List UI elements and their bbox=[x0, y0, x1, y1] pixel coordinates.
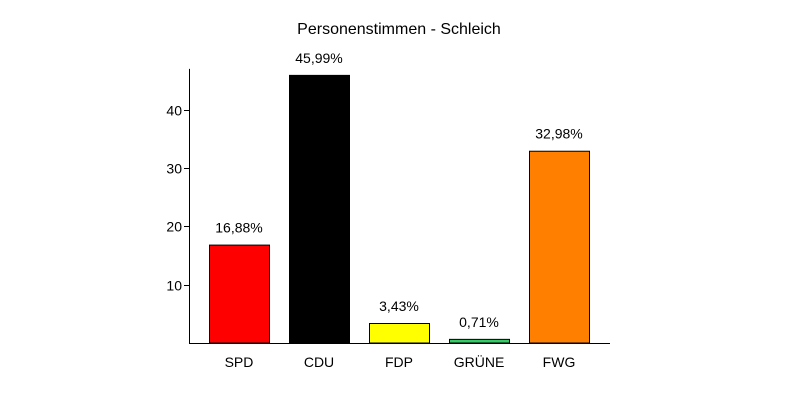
category-label: CDU bbox=[304, 354, 334, 370]
category-label: GRÜNE bbox=[454, 353, 505, 370]
value-label: 0,71% bbox=[459, 314, 499, 330]
bar-fwg bbox=[529, 150, 590, 344]
bar-cdu bbox=[289, 74, 350, 344]
x-axis: SPD CDU FDP GRÜNE FWG bbox=[189, 343, 610, 370]
y-tick-label: 10 bbox=[166, 278, 182, 294]
y-tick-label: 40 bbox=[166, 103, 182, 119]
value-label: 45,99% bbox=[295, 50, 342, 66]
bar-grüne bbox=[449, 338, 510, 344]
y-axis: 10 20 30 40 bbox=[166, 68, 190, 343]
category-label: SPD bbox=[225, 354, 254, 370]
chart-title: Personenstimmen - Schleich bbox=[297, 21, 501, 38]
bar-spd bbox=[209, 244, 270, 344]
bars: 16,88% 45,99% 3,43% 0,71% 32,98% bbox=[209, 50, 590, 344]
y-tick-label: 30 bbox=[166, 161, 182, 177]
bar-fdp bbox=[369, 323, 430, 344]
y-tick-label: 20 bbox=[166, 219, 182, 235]
value-label: 16,88% bbox=[215, 220, 262, 236]
category-label: FWG bbox=[543, 354, 576, 370]
value-label: 32,98% bbox=[535, 126, 582, 142]
value-label: 3,43% bbox=[379, 298, 419, 314]
category-label: FDP bbox=[385, 354, 413, 370]
